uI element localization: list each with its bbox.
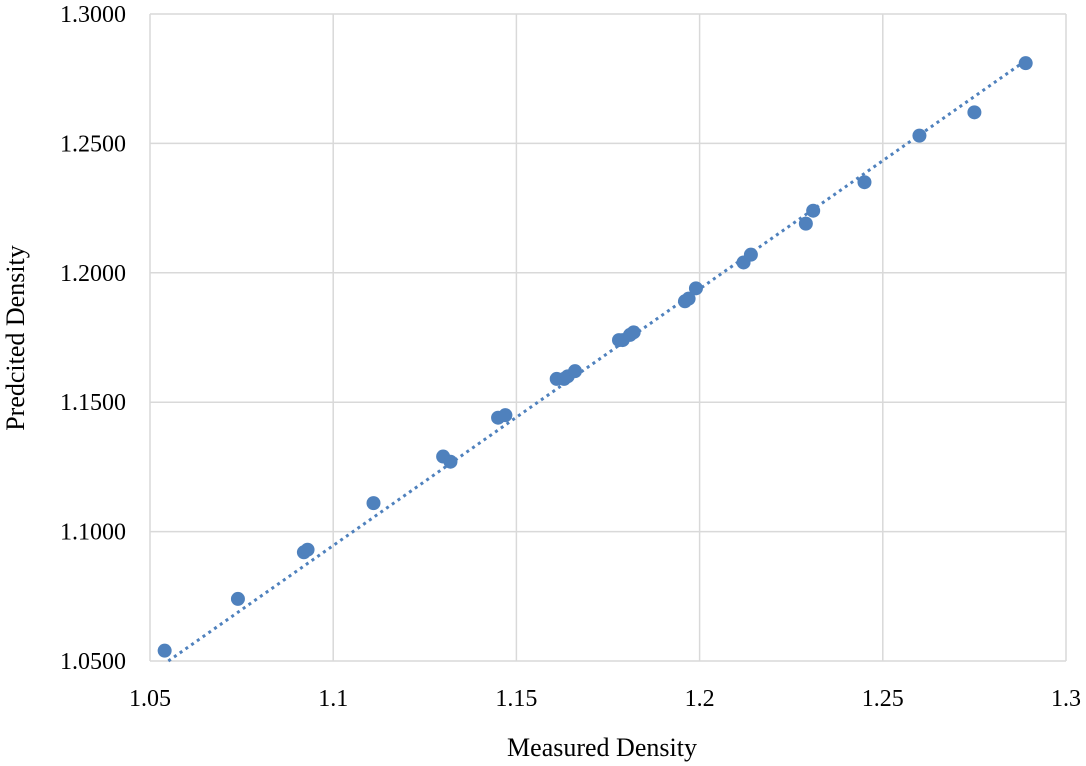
y-tick-labels: 1.0500 1.1000 1.1500 1.2000 1.2500 1.3000 <box>60 2 126 675</box>
y-tick-label: 1.1000 <box>60 520 126 546</box>
x-tick-label: 1.15 <box>495 686 537 712</box>
y-tick-label: 1.0500 <box>60 649 126 675</box>
x-tick-label: 1.25 <box>862 686 904 712</box>
data-point <box>806 203 821 218</box>
data-point <box>498 408 513 423</box>
x-tick-label: 1.3 <box>1051 686 1081 712</box>
y-tick-label: 1.3000 <box>60 2 126 28</box>
y-tick-label: 1.2000 <box>60 261 126 287</box>
data-point <box>967 105 982 120</box>
data-point <box>857 175 872 190</box>
data-point <box>1018 56 1033 71</box>
data-point <box>300 542 315 557</box>
data-points <box>157 56 1033 658</box>
gridlines <box>149 13 1067 662</box>
y-tick-label: 1.1500 <box>60 390 126 416</box>
y-axis-title: Predcited Density <box>1 245 30 431</box>
trendline <box>167 59 1027 663</box>
data-point <box>157 643 172 658</box>
x-axis-title: Measured Density <box>507 733 697 762</box>
y-tick-label: 1.2500 <box>60 131 126 157</box>
data-point <box>443 454 458 469</box>
data-point <box>366 496 381 511</box>
data-point <box>798 216 813 231</box>
x-tick-label: 1.05 <box>129 686 171 712</box>
data-point <box>912 128 927 143</box>
data-point <box>230 591 245 606</box>
trendline-group <box>167 59 1027 663</box>
data-point <box>688 281 703 296</box>
x-tick-labels: 1.05 1.1 1.15 1.2 1.25 1.3 <box>129 686 1081 712</box>
data-point <box>568 364 583 379</box>
data-point <box>743 247 758 262</box>
x-tick-label: 1.1 <box>318 686 348 712</box>
data-point <box>681 291 696 306</box>
x-tick-label: 1.2 <box>685 686 715 712</box>
data-point <box>626 325 641 340</box>
